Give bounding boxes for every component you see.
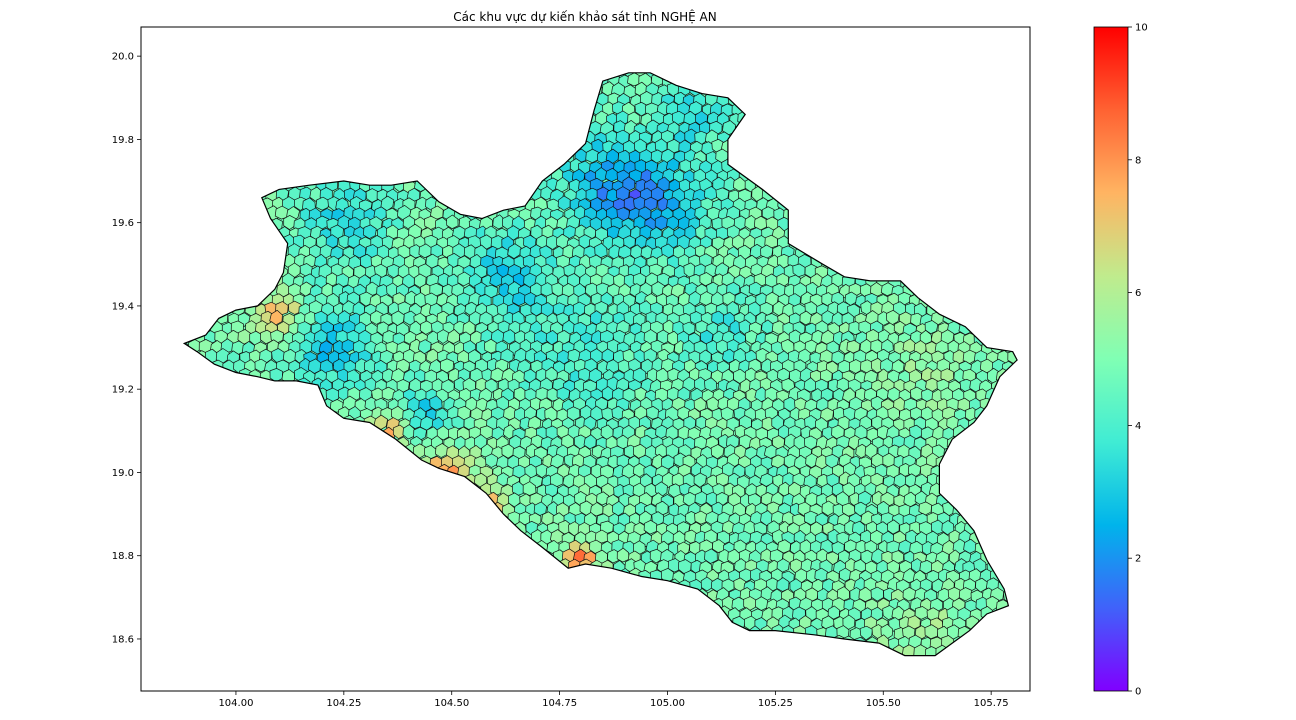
survey-cell — [776, 577, 790, 592]
survey-cell — [643, 519, 658, 535]
survey-cell — [924, 320, 939, 335]
survey-cell — [831, 350, 845, 365]
survey-cell — [777, 539, 791, 554]
colorbar-tick-label: 4 — [1135, 421, 1141, 432]
x-tick-label: 105.50 — [866, 698, 901, 709]
map-layer — [182, 72, 1018, 657]
survey-cell — [915, 358, 929, 373]
survey-cell — [958, 587, 973, 602]
survey-cell — [540, 186, 554, 201]
survey-cell — [429, 395, 443, 411]
survey-cell — [254, 358, 268, 373]
survey-cell — [557, 195, 571, 211]
survey-cell — [283, 215, 297, 230]
colorbar-tick-label: 8 — [1135, 155, 1141, 166]
chart-title: Các khu vực dự kiến khảo sát tỉnh NGHỆ A… — [453, 9, 717, 24]
x-tick-label: 105.75 — [974, 698, 1009, 709]
survey-cell — [590, 502, 604, 517]
survey-cell — [274, 205, 289, 220]
survey-cell — [413, 273, 427, 289]
survey-cell — [887, 386, 901, 402]
colorbar-tick-label: 10 — [1135, 23, 1148, 34]
survey-cell — [585, 148, 600, 164]
survey-cell — [473, 472, 488, 488]
y-tick-label: 18.8 — [112, 551, 134, 562]
survey-cell — [446, 214, 459, 230]
survey-cell — [596, 491, 610, 506]
colorbar-tick-label: 2 — [1135, 554, 1141, 565]
survey-cell — [699, 272, 713, 287]
colorbar-gradient — [1093, 26, 1129, 692]
x-tick-label: 104.75 — [542, 698, 577, 709]
colorbar: 0 2 4 6 8 10 — [1093, 23, 1148, 698]
survey-cell — [446, 329, 460, 344]
survey-cells — [184, 72, 1018, 656]
x-tick-label: 104.00 — [218, 698, 253, 709]
y-tick-label: 19.8 — [112, 135, 134, 146]
colorbar-tick-label: 0 — [1135, 687, 1141, 698]
colorbar-tick-label: 6 — [1135, 288, 1141, 299]
survey-cell — [501, 443, 515, 459]
survey-cell — [522, 481, 537, 496]
y-axis: 18.6 18.8 19.0 19.2 19.4 19.6 19.8 20.0 — [112, 52, 141, 645]
survey-cell — [941, 520, 955, 536]
survey-cell — [352, 243, 367, 259]
x-tick-label: 105.00 — [650, 698, 685, 709]
survey-cell — [381, 386, 396, 401]
survey-cell — [402, 424, 416, 440]
survey-cell — [589, 539, 603, 555]
y-tick-label: 20.0 — [112, 52, 134, 63]
survey-cell — [864, 442, 878, 459]
x-tick-label: 104.25 — [326, 698, 361, 709]
colorbar-ticks: 0 2 4 6 8 10 — [1128, 23, 1148, 698]
survey-cell — [744, 330, 759, 345]
y-tick-label: 19.2 — [112, 385, 134, 396]
survey-cell — [734, 292, 748, 306]
survey-cell — [712, 539, 725, 553]
survey-cell — [693, 396, 707, 412]
survey-cell — [646, 406, 660, 420]
survey-cell — [887, 519, 900, 535]
survey-cell — [362, 224, 377, 240]
survey-cell — [924, 624, 939, 640]
x-axis: 104.00 104.25 104.50 104.75 105.00 105.25 105.… — [218, 691, 1009, 709]
survey-cell — [370, 310, 384, 325]
survey-cell — [288, 300, 302, 315]
survey-cell — [359, 291, 374, 307]
survey-cell — [645, 119, 660, 135]
survey-cell — [704, 548, 718, 564]
survey-cell — [503, 424, 516, 440]
survey-cell — [781, 378, 796, 393]
y-tick-label: 19.4 — [112, 301, 134, 312]
survey-cell — [402, 215, 416, 230]
survey-cell — [484, 453, 499, 468]
survey-cell — [870, 586, 884, 602]
survey-cell — [821, 500, 836, 517]
survey-cell — [748, 281, 763, 296]
survey-cell — [804, 339, 818, 354]
survey-cell — [583, 434, 597, 450]
survey-cell — [616, 547, 630, 563]
survey-cell — [677, 406, 691, 421]
survey-cell — [914, 606, 929, 620]
x-tick-label: 104.50 — [434, 698, 469, 709]
survey-cell — [611, 405, 625, 420]
y-tick-label: 19.6 — [112, 218, 134, 229]
x-tick-label: 105.25 — [758, 698, 793, 709]
survey-cell — [893, 320, 906, 335]
y-tick-label: 18.6 — [112, 634, 134, 645]
survey-cell — [804, 510, 818, 526]
survey-cell — [880, 282, 895, 297]
survey-cell — [731, 234, 745, 250]
y-tick-label: 19.0 — [112, 468, 134, 479]
